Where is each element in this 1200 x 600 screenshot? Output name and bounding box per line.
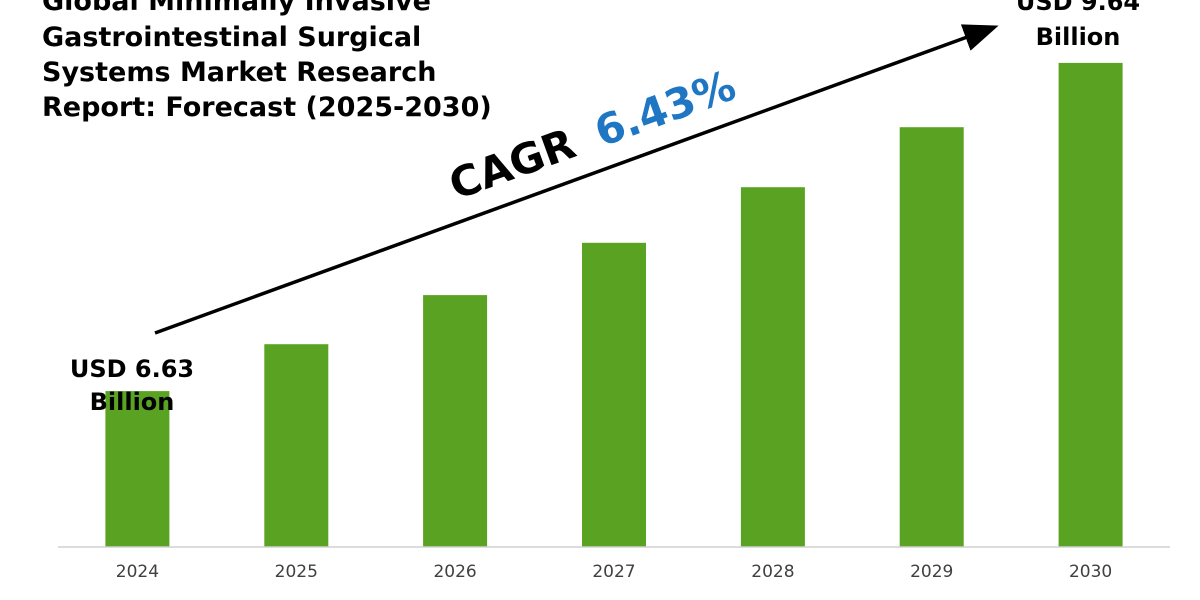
bar-2030: [1058, 62, 1123, 548]
chart-title: Global Minimally Invasive Gastrointestin…: [42, 0, 492, 123]
end-value-label: USD 9.64 Billion: [1016, 0, 1140, 51]
bar-2029: [899, 127, 964, 547]
x-tick-label-2024: 2024: [116, 562, 159, 582]
bar-2025: [264, 344, 329, 547]
chart-title-line-4: Report: Forecast (2025-2030): [42, 92, 492, 123]
x-axis-ticks: 2024 2025 2026 2027 2028 2029 2030: [116, 562, 1112, 582]
chart-title-line-2: Gastrointestinal Surgical: [42, 22, 421, 53]
bar-2024: [105, 391, 170, 547]
end-value-line-2: Billion: [1036, 23, 1121, 51]
start-value-line-2: Billion: [90, 388, 175, 416]
cagr-label: CAGR: [443, 119, 582, 210]
x-tick-label-2027: 2027: [592, 562, 635, 582]
bar-2026: [423, 295, 488, 547]
x-tick-label-2029: 2029: [910, 562, 953, 582]
start-value-label: USD 6.63 Billion: [70, 355, 194, 416]
cagr-value: 6.43%: [588, 61, 742, 157]
x-tick-label-2030: 2030: [1069, 562, 1112, 582]
bar-2027: [582, 242, 646, 548]
bar-series: [105, 62, 1123, 548]
x-tick-label-2026: 2026: [433, 562, 476, 582]
cagr-arrow: [154, 24, 999, 335]
chart-title-line-1: Global Minimally Invasive: [42, 0, 431, 17]
bar-2028: [740, 187, 805, 547]
start-value-line-1: USD 6.63: [70, 355, 194, 383]
chart-title-line-3: Systems Market Research: [42, 57, 436, 88]
x-tick-label-2025: 2025: [275, 562, 318, 582]
end-value-line-1: USD 9.64: [1016, 0, 1140, 16]
x-tick-label-2028: 2028: [751, 562, 794, 582]
